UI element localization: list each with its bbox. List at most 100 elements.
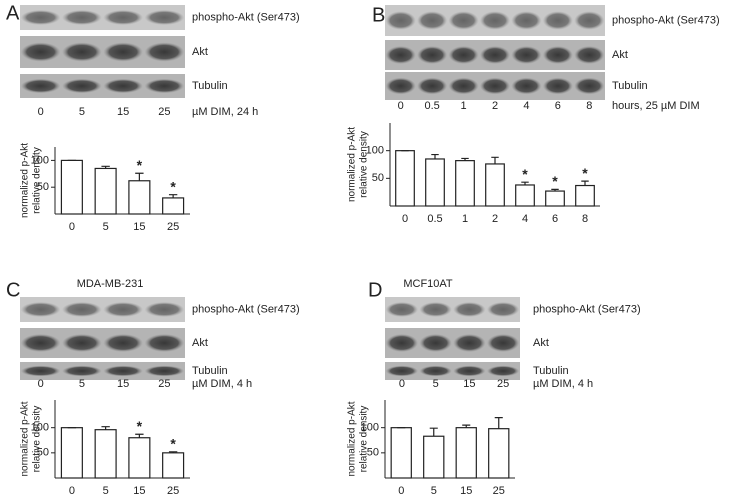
blot-band: [62, 334, 102, 352]
error-bar: [461, 157, 469, 161]
x-tick-label: 2: [492, 213, 498, 225]
x-tick-label: 15: [460, 485, 472, 497]
blot-band: [144, 302, 185, 317]
blot-band: [479, 11, 511, 30]
error-bar: [491, 156, 499, 164]
bar: [94, 429, 117, 479]
significance-marker: *: [582, 165, 588, 181]
y-tick-label: 100: [361, 422, 379, 434]
blot-label: Akt: [192, 337, 208, 349]
blot-band: [62, 365, 102, 377]
lane-label: 25: [158, 378, 170, 390]
blot-band: [486, 302, 520, 317]
bar: [423, 435, 445, 479]
bar: [488, 428, 510, 479]
error-bar: [462, 424, 471, 428]
blot-band: [144, 365, 185, 377]
error-bar: [429, 427, 438, 437]
lane-label: 4: [523, 100, 529, 112]
x-tick-label: 0: [69, 221, 75, 233]
bar: [455, 427, 477, 479]
lane-label: 5: [79, 106, 85, 118]
x-tick-label: 0: [398, 485, 404, 497]
blot-label: phospho-Akt (Ser473): [612, 14, 720, 26]
x-tick-label: 15: [133, 221, 145, 233]
lane-axis-label: hours, 25 µM DIM: [612, 100, 700, 112]
blot-band: [486, 365, 520, 377]
blot-band: [448, 77, 479, 95]
blot-band: [144, 10, 185, 25]
blot-label: Akt: [612, 49, 628, 61]
error-bar: [581, 180, 589, 186]
error-bar: [135, 433, 144, 438]
blot-band: [419, 334, 452, 352]
bar: [455, 160, 475, 207]
blot-band: [419, 365, 452, 377]
x-tick-label: 5: [103, 221, 109, 233]
significance-marker: *: [170, 436, 176, 452]
x-tick-label: 5: [431, 485, 437, 497]
blot-label: Akt: [533, 337, 549, 349]
blot-band: [417, 11, 448, 30]
blot-band: [103, 302, 143, 317]
blot-band: [62, 78, 102, 94]
bar: [60, 159, 83, 215]
bar: [390, 427, 412, 479]
blot-band: [417, 77, 448, 95]
x-tick-label: 25: [493, 485, 505, 497]
y-tick-label: 50: [37, 447, 49, 459]
significance-marker: *: [170, 178, 176, 194]
lane-label: 0: [398, 100, 404, 112]
panel-letter: D: [368, 279, 382, 301]
blot-band: [20, 302, 61, 317]
blot-band: [385, 334, 419, 352]
lane-label: 8: [586, 100, 592, 112]
bar: [545, 190, 565, 207]
lane-label: 15: [117, 106, 129, 118]
blot-band: [103, 365, 143, 377]
blot-band: [453, 302, 486, 317]
blot-band: [511, 11, 542, 30]
blot-band: [103, 334, 143, 352]
y-axis-label: relative density: [359, 131, 370, 198]
y-axis-label: relative density: [359, 406, 370, 473]
blot-band: [419, 302, 452, 317]
error-bar: [101, 165, 110, 169]
blot-band: [542, 11, 573, 30]
y-tick-label: 50: [372, 172, 384, 184]
blot-band: [385, 77, 416, 95]
error-bar: [101, 426, 110, 430]
y-axis-label: normalized p-Akt: [347, 401, 358, 476]
lane-label: 0: [38, 106, 44, 118]
blot-band: [417, 46, 448, 64]
error-bar: [168, 194, 178, 198]
x-tick-label: 0: [402, 213, 408, 225]
lane-label: 0: [399, 378, 405, 390]
blot-band: [511, 46, 542, 64]
blot-band: [448, 11, 479, 30]
blot-band: [486, 334, 520, 352]
bar: [575, 184, 595, 207]
y-axis-label: relative density: [32, 147, 43, 214]
x-tick-label: 15: [133, 485, 145, 497]
blot-label: Akt: [192, 46, 208, 58]
blot-band: [20, 365, 61, 377]
lane-label: 15: [463, 378, 475, 390]
y-tick-label: 50: [367, 447, 379, 459]
blot-band: [385, 46, 416, 64]
bar: [515, 184, 535, 207]
bar: [425, 158, 445, 207]
blot-band: [103, 78, 143, 94]
lane-label: 6: [555, 100, 561, 112]
x-tick-label: 6: [552, 213, 558, 225]
blot-band: [542, 46, 573, 64]
y-axis-label: normalized p-Akt: [347, 127, 358, 202]
lane-axis-label: µM DIM, 4 h: [533, 378, 593, 390]
blot-band: [62, 10, 102, 25]
y-tick-label: 100: [366, 145, 384, 157]
blot-band: [453, 365, 486, 377]
lane-label: 1: [461, 100, 467, 112]
blot-label: Tubulin: [192, 80, 228, 92]
bar: [128, 180, 151, 215]
blot-band: [20, 334, 61, 352]
